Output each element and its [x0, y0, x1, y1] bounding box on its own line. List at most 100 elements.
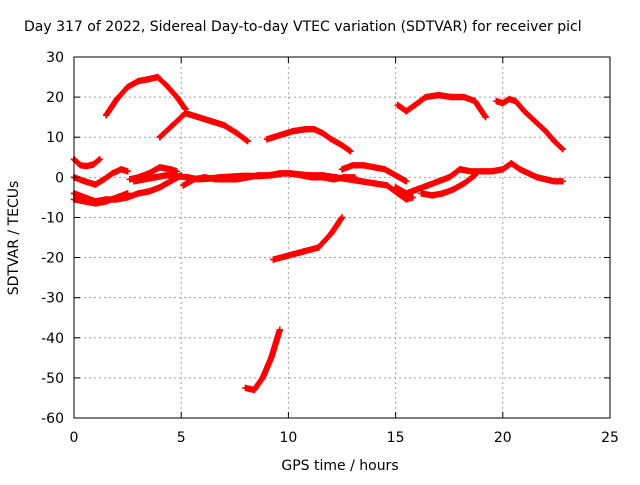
data-point: [208, 117, 215, 125]
data-point: [287, 170, 294, 177]
data-point: [471, 172, 479, 179]
data-point: [381, 166, 389, 173]
data-point: [135, 190, 142, 197]
x-tick-label: 20: [494, 430, 512, 446]
data-point: [180, 182, 187, 189]
data-point: [319, 174, 326, 181]
data-point: [244, 138, 251, 145]
data-point: [270, 256, 277, 263]
data-point: [135, 77, 142, 85]
data-point: [90, 161, 97, 168]
data-point: [223, 176, 230, 183]
data-point: [499, 166, 506, 173]
data-point: [493, 97, 500, 105]
data-series: [70, 73, 567, 394]
data-point: [478, 168, 485, 175]
data-point: [156, 164, 163, 171]
data-point: [244, 174, 251, 181]
series-arc-b: [156, 109, 251, 145]
data-point: [190, 176, 198, 183]
data-point: [308, 174, 316, 181]
data-point: [411, 101, 419, 109]
data-point: [259, 374, 266, 382]
y-tick-label: -50: [41, 371, 64, 387]
series-arc-i: [70, 190, 131, 207]
data-point: [360, 162, 367, 169]
data-point: [250, 386, 258, 394]
data-point: [428, 192, 436, 199]
data-point: [302, 126, 309, 133]
data-point: [113, 194, 121, 201]
series-arc-o: [418, 172, 479, 199]
series-arc-c: [263, 126, 354, 155]
data-point: [506, 95, 513, 103]
x-tick-label: 25: [601, 430, 619, 446]
data-point: [83, 162, 91, 170]
series-arc-p: [242, 326, 284, 394]
data-point: [446, 174, 453, 181]
data-point: [263, 136, 271, 143]
data-point: [154, 73, 161, 81]
data-point: [285, 252, 292, 259]
series-arc-m: [338, 162, 410, 185]
data-point: [403, 107, 410, 115]
data-point: [117, 166, 125, 173]
data-point: [328, 136, 335, 143]
data-point: [212, 176, 219, 183]
data-point: [81, 198, 88, 205]
x-tick-label: 15: [387, 430, 405, 446]
data-point: [145, 75, 153, 83]
data-point: [195, 113, 202, 121]
data-point: [559, 178, 567, 185]
data-point: [92, 181, 99, 188]
x-tick-label: 0: [70, 430, 79, 446]
data-point: [92, 200, 99, 207]
data-point: [409, 194, 416, 201]
data-point: [338, 142, 346, 149]
data-point: [435, 91, 442, 99]
data-point: [340, 174, 348, 181]
y-tick-label: 0: [55, 170, 64, 186]
data-point: [319, 130, 326, 137]
data-point: [276, 326, 284, 333]
data-point: [126, 176, 133, 183]
data-point: [96, 156, 103, 163]
y-tick-label: -60: [41, 411, 64, 427]
data-point: [424, 182, 431, 189]
data-point: [310, 126, 318, 133]
data-point: [508, 160, 515, 167]
data-point: [124, 190, 131, 197]
data-point: [173, 93, 181, 101]
data-point: [113, 95, 121, 103]
data-point: [533, 174, 541, 181]
data-point: [422, 93, 429, 101]
data-point: [102, 198, 110, 205]
data-point: [330, 176, 337, 183]
data-point: [392, 172, 399, 179]
data-point: [124, 83, 131, 91]
y-tick-label: 10: [46, 130, 64, 146]
data-point: [265, 172, 273, 179]
data-point: [499, 99, 506, 107]
data-point: [338, 214, 346, 221]
data-point: [542, 176, 549, 183]
data-point: [349, 162, 356, 169]
data-point: [482, 113, 489, 121]
data-point: [338, 166, 346, 173]
data-point: [471, 97, 479, 105]
data-point: [141, 176, 148, 183]
data-point: [358, 178, 365, 185]
data-point: [109, 170, 116, 177]
series-arc-f: [70, 156, 103, 170]
data-point: [467, 168, 474, 175]
data-point: [182, 109, 189, 117]
y-tick-label: 30: [46, 50, 64, 66]
data-point: [242, 384, 249, 392]
y-axis-title: SDTVAR / TECUs: [6, 181, 22, 296]
data-point: [156, 184, 163, 191]
data-point: [370, 180, 378, 187]
data-point: [102, 111, 110, 119]
data-point: [289, 128, 296, 135]
data-point: [300, 248, 307, 255]
series-arc-e: [493, 95, 567, 153]
